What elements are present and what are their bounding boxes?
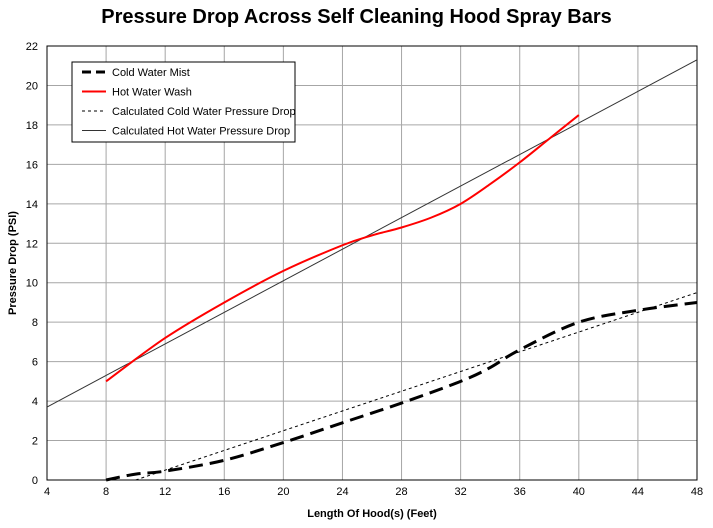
series-line-calculated-cold-water-pressure-drop [135, 292, 698, 481]
y-tick-label: 18 [26, 120, 38, 132]
x-tick-label: 40 [573, 486, 585, 498]
y-tick-label: 6 [32, 357, 38, 369]
plot-border [46, 45, 698, 481]
x-tick-label: 16 [218, 486, 230, 498]
chart-title: Pressure Drop Across Self Cleaning Hood … [101, 6, 612, 28]
series-line-cold-water-mist [105, 300, 698, 482]
series-line-hot-water-wash [105, 114, 580, 383]
x-tick-label: 20 [277, 486, 289, 498]
x-tick-label: 24 [336, 486, 348, 498]
x-tick-label: 12 [159, 486, 171, 498]
legend-box [71, 61, 296, 143]
legend-label: Hot Water Wash [112, 87, 192, 99]
x-tick-label: 32 [455, 486, 467, 498]
y-tick-label: 14 [26, 199, 38, 211]
y-tick-label: 22 [26, 41, 38, 53]
y-tick-label: 12 [26, 238, 38, 250]
y-axis-title: Pressure Drop (PSI) [7, 211, 19, 315]
y-tick-label: 2 [32, 436, 38, 448]
x-tick-label: 8 [103, 486, 109, 498]
x-tick-label: 4 [44, 486, 50, 498]
x-tick-label: 44 [632, 486, 644, 498]
y-tick-label: 10 [26, 278, 38, 290]
legend-label: Calculated Hot Water Pressure Drop [112, 126, 290, 138]
x-tick-label: 36 [514, 486, 526, 498]
y-tick-label: 8 [32, 317, 38, 329]
y-tick-label: 20 [26, 80, 38, 92]
legend-label: Calculated Cold Water Pressure Drop [112, 106, 296, 118]
legend: Cold Water Mist Hot Water Wash Calculated … [71, 61, 296, 143]
series-line-calculated-hot-water-pressure-drop [46, 59, 698, 408]
legend-label: Cold Water Mist [112, 67, 190, 79]
y-tick-label: 4 [32, 396, 38, 408]
y-tick-label: 16 [26, 159, 38, 171]
x-axis-title: Length Of Hood(s) (Feet) [307, 508, 437, 520]
y-tick-label: 0 [32, 475, 38, 487]
x-tick-label: 48 [691, 486, 703, 498]
x-tick-label: 28 [395, 486, 407, 498]
